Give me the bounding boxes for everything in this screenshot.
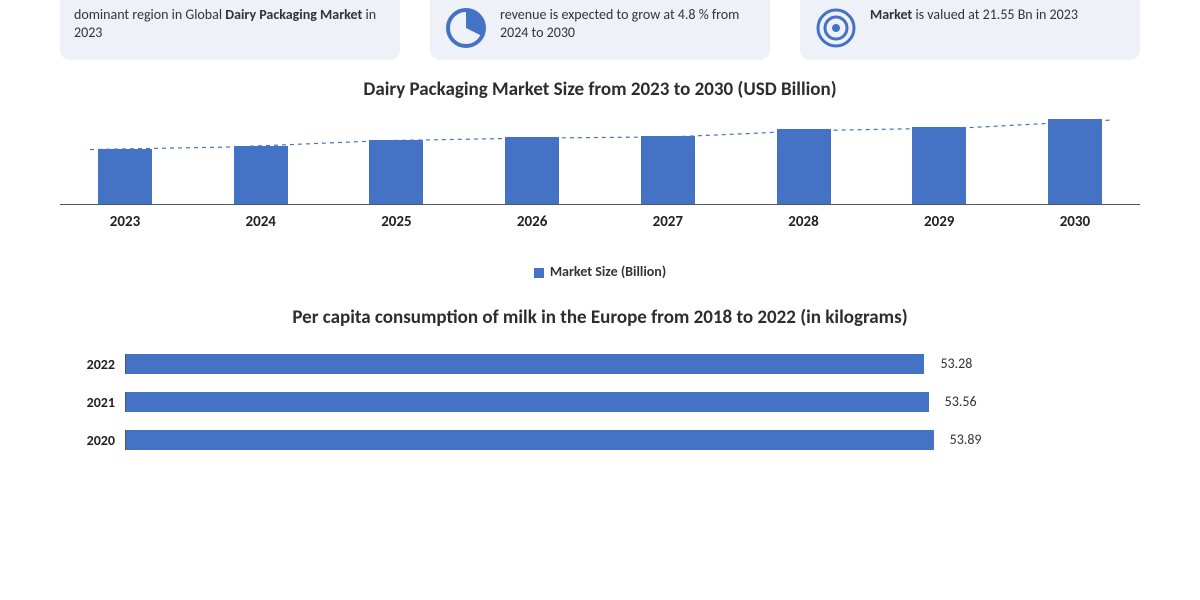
card-value-post: is valued at 21.55 Bn in 2023 xyxy=(912,6,1078,23)
hbar-track: 53.56 xyxy=(125,392,1100,412)
bar-wrap xyxy=(497,137,567,204)
x-axis-label: 2024 xyxy=(226,213,296,231)
chart1-legend: Market Size (Billion) xyxy=(60,263,1140,280)
bar xyxy=(641,136,695,204)
hbar: 53.28 xyxy=(126,354,924,374)
bar-wrap xyxy=(769,129,839,204)
pie-icon xyxy=(444,6,488,50)
info-cards-row: dominant region in Global Dairy Packagin… xyxy=(60,0,1140,60)
hbar: 53.89 xyxy=(126,430,934,450)
card-region: dominant region in Global Dairy Packagin… xyxy=(60,0,400,60)
trend-line xyxy=(60,115,1140,205)
card-growth-text: revenue is expected to grow at 4.8 % fro… xyxy=(500,6,756,42)
card-region-pre: dominant region in Global xyxy=(74,6,225,23)
chart2-title: Per capita consumption of milk in the Eu… xyxy=(60,306,1140,329)
legend-swatch xyxy=(534,268,544,278)
x-axis-label: 2025 xyxy=(361,213,431,231)
x-axis-label: 2029 xyxy=(904,213,974,231)
x-axis-label: 2023 xyxy=(90,213,160,231)
bar xyxy=(234,146,288,204)
bar xyxy=(505,137,559,204)
x-axis-label: 2030 xyxy=(1040,213,1110,231)
bar-wrap xyxy=(633,136,703,204)
hbar-row: 202253.28 xyxy=(70,349,1100,379)
bar xyxy=(777,129,831,204)
milk-consumption-chart: 202253.28202153.56202053.89 xyxy=(60,349,1140,455)
y-axis-label: 2021 xyxy=(70,394,125,411)
x-axis-label: 2027 xyxy=(633,213,703,231)
bar xyxy=(912,127,966,204)
market-size-chart: 2023 2024 2025 2026 2027 2028 2029 2030 xyxy=(60,115,1140,245)
hbar-row: 202153.56 xyxy=(70,387,1100,417)
card-value: Market is valued at 21.55 Bn in 2023 xyxy=(800,0,1140,60)
hbar-row: 202053.89 xyxy=(70,425,1100,455)
card-growth: revenue is expected to grow at 4.8 % fro… xyxy=(430,0,770,60)
bar xyxy=(98,149,152,204)
card-value-bold: Market xyxy=(870,6,912,23)
hbar: 53.56 xyxy=(126,392,929,412)
bar-wrap xyxy=(90,149,160,204)
bar-wrap xyxy=(361,140,431,204)
hbar-value-label: 53.56 xyxy=(945,392,977,412)
hbar-track: 53.89 xyxy=(125,430,1100,450)
hbar-track: 53.28 xyxy=(125,354,1100,374)
y-axis-label: 2020 xyxy=(70,432,125,449)
card-value-text: Market is valued at 21.55 Bn in 2023 xyxy=(870,6,1078,24)
x-axis-label: 2028 xyxy=(769,213,839,231)
card-region-text: dominant region in Global Dairy Packagin… xyxy=(74,6,386,42)
bar-wrap xyxy=(1040,119,1110,204)
bar-wrap xyxy=(904,127,974,204)
chart1-title: Dairy Packaging Market Size from 2023 to… xyxy=(60,78,1140,101)
x-axis-label: 2026 xyxy=(497,213,567,231)
card-region-bold: Dairy Packaging Market xyxy=(225,6,362,23)
legend-label: Market Size (Billion) xyxy=(550,263,666,280)
bar xyxy=(369,140,423,204)
y-axis-label: 2022 xyxy=(70,356,125,373)
hbar-value-label: 53.89 xyxy=(950,430,982,450)
bar-wrap xyxy=(226,146,296,204)
target-icon xyxy=(814,6,858,50)
hbar-value-label: 53.28 xyxy=(940,354,972,374)
bar xyxy=(1048,119,1102,204)
